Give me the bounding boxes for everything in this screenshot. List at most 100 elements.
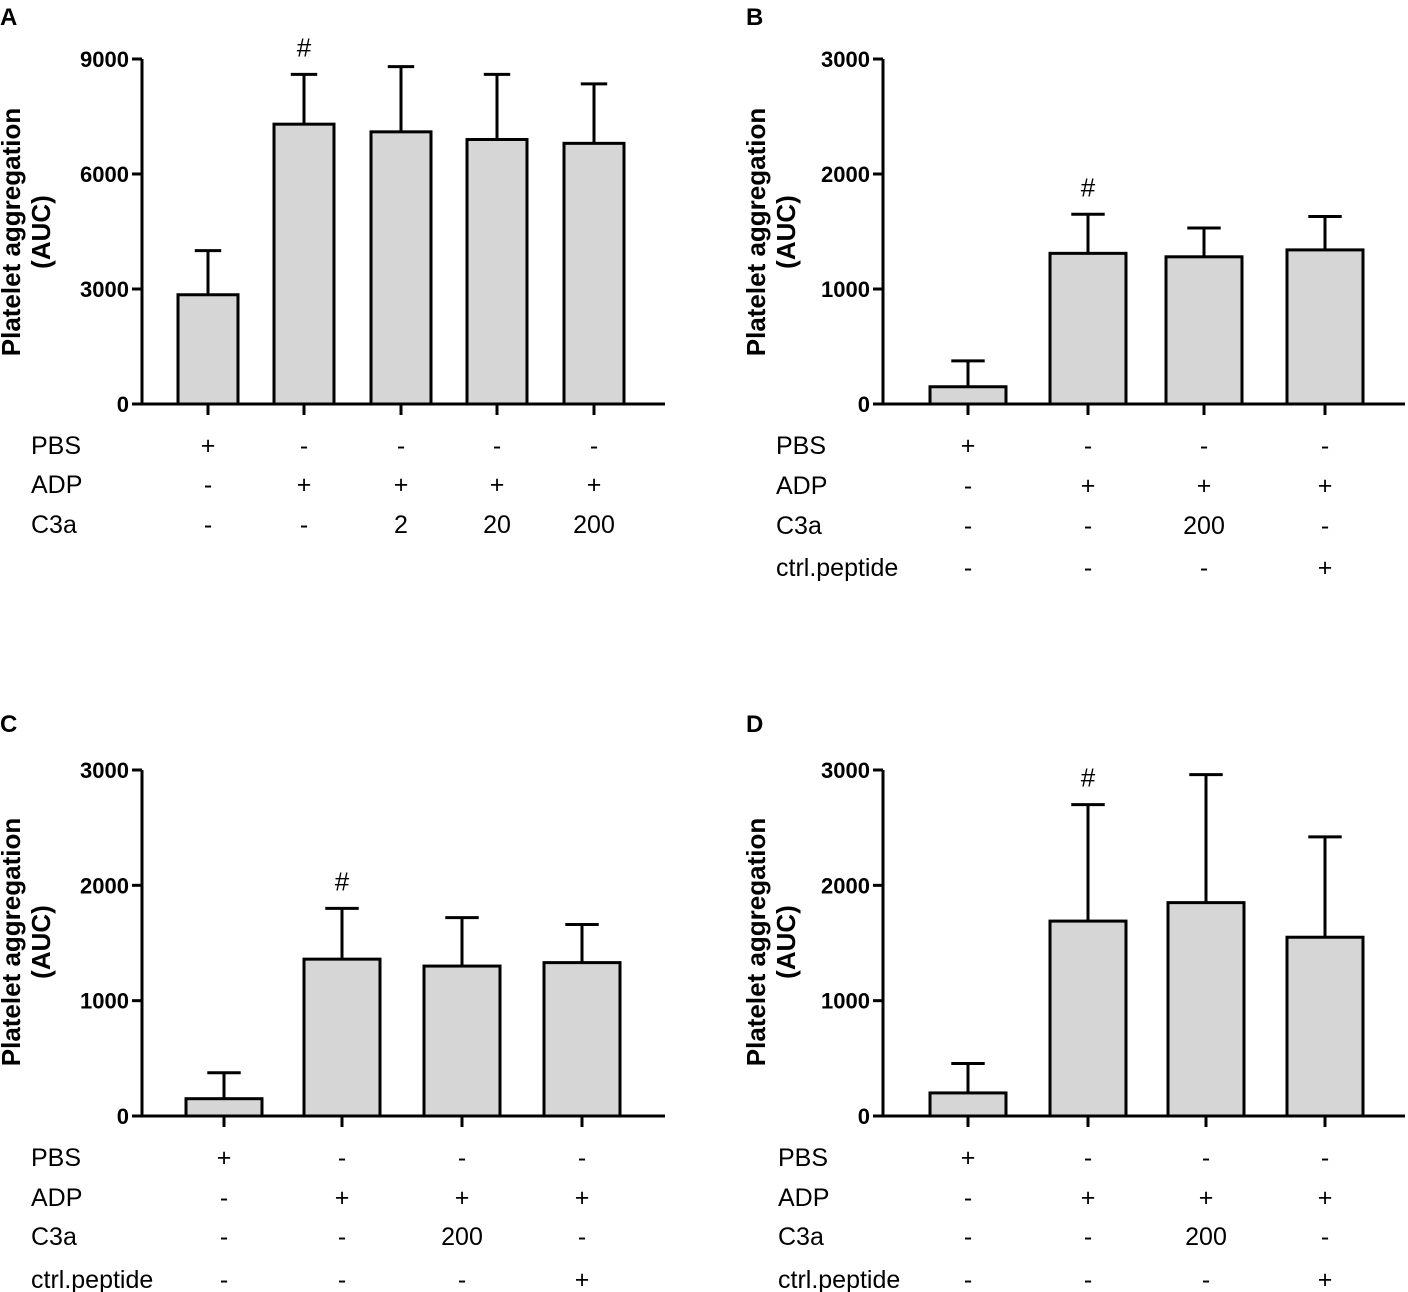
condition-value: 2 (394, 511, 408, 539)
y-tick-label: 0 (117, 1104, 129, 1129)
y-axis-label: Platelet aggregation (0, 818, 26, 1067)
condition-value: - (1200, 432, 1208, 460)
condition-value: - (1084, 1223, 1092, 1251)
condition-value: + (394, 471, 409, 499)
condition-value: - (204, 471, 212, 499)
condition-value: - (300, 432, 308, 460)
condition-value: + (455, 1184, 470, 1212)
condition-value: - (1321, 1144, 1329, 1172)
condition-label: PBS (31, 432, 81, 460)
condition-value: - (578, 1144, 586, 1172)
bar (176, 293, 240, 406)
y-axis-label-unit: (AUC) (771, 905, 801, 979)
condition-label: PBS (31, 1144, 81, 1172)
condition-value: 200 (1185, 1223, 1227, 1251)
condition-value: + (201, 432, 216, 460)
condition-value: - (964, 512, 972, 540)
y-tick-label: 0 (858, 1104, 870, 1129)
condition-value: - (1084, 554, 1092, 582)
condition-label: ADP (31, 1184, 82, 1212)
condition-value: - (964, 472, 972, 500)
condition-label: C3a (776, 512, 822, 540)
condition-value: - (964, 554, 972, 582)
panel-b: B Platelet aggregation (AUC) 0 1000 2000 3000 #… (741, 4, 1405, 582)
condition-label: PBS (778, 1144, 828, 1172)
y-tick-label: 3000 (821, 758, 870, 783)
significance-marker: # (297, 32, 312, 62)
condition-value: + (1318, 472, 1333, 500)
condition-value: - (578, 1223, 586, 1251)
panel-letter: B (746, 4, 763, 31)
condition-value: 200 (573, 511, 615, 539)
y-tick-label: 3000 (80, 758, 129, 783)
condition-value: - (1321, 1223, 1329, 1251)
y-tick-label: 9000 (80, 47, 129, 72)
y-tick-label: 2000 (80, 873, 129, 898)
condition-label: C3a (31, 1223, 77, 1251)
y-tick-label: 0 (117, 392, 129, 417)
y-axis-label: Platelet aggregation (741, 108, 771, 357)
condition-value: + (1318, 1184, 1333, 1212)
condition-label: ctrl.peptide (776, 554, 898, 582)
y-tick-label: 1000 (821, 989, 870, 1014)
condition-value: - (338, 1144, 346, 1172)
bar (1166, 901, 1246, 1118)
condition-value: - (1084, 1144, 1092, 1172)
condition-value: + (1318, 1266, 1333, 1292)
condition-value: - (300, 511, 308, 539)
condition-value: 200 (441, 1223, 483, 1251)
bar (1048, 919, 1128, 1118)
condition-value: - (458, 1266, 466, 1292)
condition-label: PBS (776, 432, 826, 460)
condition-value: + (961, 432, 976, 460)
bar (562, 141, 626, 406)
condition-value: + (490, 471, 505, 499)
condition-value: + (587, 471, 602, 499)
condition-value: - (204, 511, 212, 539)
significance-marker: # (335, 866, 350, 896)
condition-value: - (1202, 1266, 1210, 1292)
condition-value: - (493, 432, 501, 460)
condition-value: + (1081, 472, 1096, 500)
y-tick-label: 3000 (821, 47, 870, 72)
condition-value: + (217, 1144, 232, 1172)
bar (184, 1097, 264, 1118)
panel-d: D Platelet aggregation (AUC) 0 1000 2000 3000 #… (741, 711, 1405, 1292)
condition-value: - (220, 1266, 228, 1292)
significance-marker: # (1081, 172, 1096, 202)
condition-label: C3a (31, 511, 77, 539)
condition-value: + (1081, 1184, 1096, 1212)
condition-label: ADP (31, 471, 82, 499)
condition-value: - (964, 1223, 972, 1251)
condition-value: + (1199, 1184, 1214, 1212)
y-axis-label-unit: (AUC) (771, 195, 801, 269)
condition-label: ADP (778, 1184, 829, 1212)
y-tick-label: 1000 (821, 277, 870, 302)
condition-label: ADP (776, 472, 827, 500)
condition-label: ctrl.peptide (31, 1266, 153, 1292)
y-axis-label-unit: (AUC) (26, 195, 56, 269)
bar (272, 122, 336, 406)
condition-value: - (220, 1184, 228, 1212)
y-tick-label: 1000 (80, 989, 129, 1014)
bar (1164, 255, 1244, 406)
y-axis-label-unit: (AUC) (26, 905, 56, 979)
condition-value: - (458, 1144, 466, 1172)
condition-label: ctrl.peptide (778, 1266, 900, 1292)
bar (928, 385, 1008, 406)
condition-value: - (590, 432, 598, 460)
condition-value: - (1200, 554, 1208, 582)
bar (1048, 251, 1128, 406)
panel-letter: D (746, 711, 763, 738)
condition-value: - (338, 1266, 346, 1292)
condition-value: 20 (483, 511, 511, 539)
condition-value: + (335, 1184, 350, 1212)
y-tick-label: 2000 (821, 162, 870, 187)
panel-letter: A (0, 4, 17, 31)
bar (422, 964, 502, 1118)
y-tick-label: 2000 (821, 873, 870, 898)
y-tick-label: 3000 (80, 277, 129, 302)
condition-value: + (575, 1266, 590, 1292)
bar (542, 961, 622, 1118)
panel-c: C Platelet aggregation (AUC) 0 1000 2000 3000 #… (0, 711, 665, 1292)
